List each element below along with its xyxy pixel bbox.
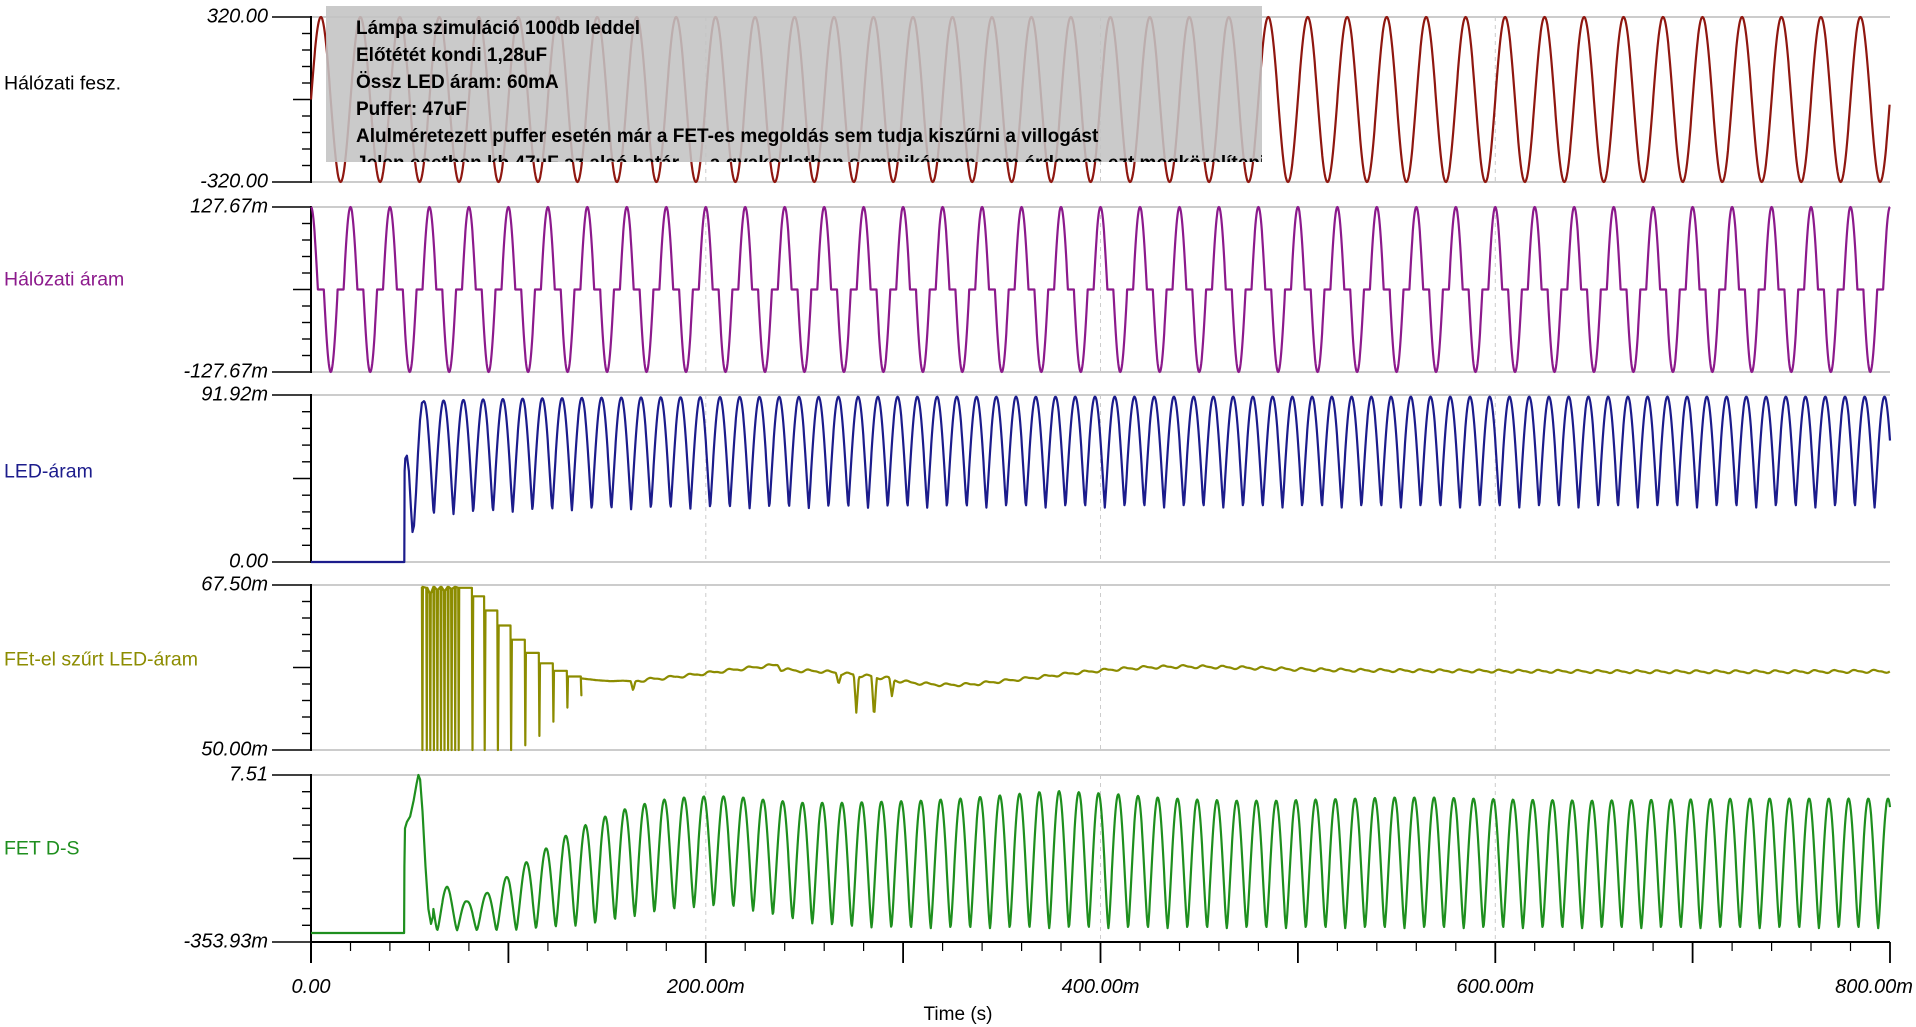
trace-label-fet-ds: FET D-S <box>4 837 80 860</box>
annotation-line: Alulméretezett puffer esetén már a FET-e… <box>356 126 1099 147</box>
y-axis-label-max: 127.67m <box>190 195 268 218</box>
trace-label-led-current: LED-áram <box>4 460 93 483</box>
x-tick-label: 0.00 <box>291 976 331 998</box>
x-axis-title: Time (s) <box>923 1004 993 1025</box>
annotation-box: Lámpa szimuláció 100db leddel Előtétét k… <box>326 6 1262 162</box>
y-axis-label-min: -320.00 <box>200 170 268 193</box>
y-axis-label-min: -127.67m <box>183 360 269 383</box>
y-axis-label-max: 91.92m <box>201 383 268 406</box>
annotation-line: Puffer: 47uF <box>356 99 467 120</box>
y-axis-label-max: 7.51 <box>229 763 268 786</box>
y-axis-label-min: -353.93m <box>183 930 269 953</box>
trace-label-filtered-led-current: FEt-el szűrt LED-áram <box>4 648 198 671</box>
trace-label-mains-current: Hálózati áram <box>4 268 125 291</box>
trace-label-mains-voltage: Hálózati fesz. <box>4 72 122 95</box>
y-axis-label-min: 50.00m <box>201 738 268 761</box>
x-tick-label: 400.00m <box>1061 976 1140 998</box>
x-tick-label: 200.00m <box>666 976 745 998</box>
y-axis-label-max: 320.00 <box>206 5 268 28</box>
x-tick-label: 800.00m <box>1835 976 1913 998</box>
annotation-line: Össz LED áram: 60mA <box>356 72 559 93</box>
x-tick-label: 600.00m <box>1456 976 1535 998</box>
annotation-line: Előtétét kondi 1,28uF <box>356 45 548 66</box>
annotation-line: Jelen esetben kb 47uF az alsó határ.....… <box>356 150 1262 162</box>
y-axis-label-min: 0.00 <box>229 550 268 573</box>
y-axis-label-max: 67.50m <box>201 573 268 596</box>
annotation-line: Lámpa szimuláció 100db leddel <box>356 18 641 39</box>
